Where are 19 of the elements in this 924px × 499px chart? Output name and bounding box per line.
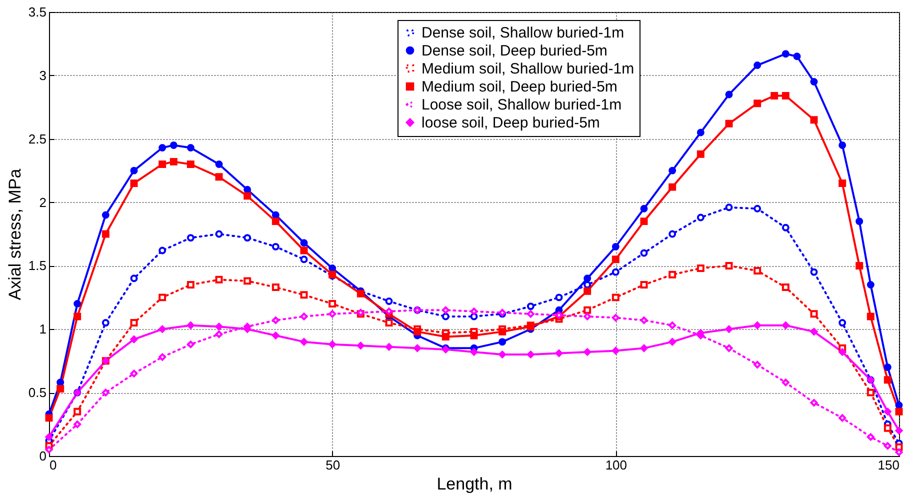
y-tick-label: 2 <box>39 194 46 210</box>
y-tick-label: 1.5 <box>28 258 46 274</box>
x-axis-title: Length, m <box>436 474 512 494</box>
legend-label: Medium soil, Shallow buried-1m <box>422 60 634 78</box>
x-tick-label: 50 <box>326 458 340 472</box>
legend-label: Loose soil, Shallow buried-1m <box>422 96 622 114</box>
y-tick-label: 2.5 <box>28 131 46 146</box>
y-tick-label: 1 <box>39 322 46 337</box>
y-tick-label: 0.5 <box>28 385 46 400</box>
y-tick-label: 3 <box>39 68 46 83</box>
x-tick-label: 0 <box>50 458 57 472</box>
legend-label: loose soil, Deep buried-5m <box>422 114 600 132</box>
x-tick-label: 100 <box>605 458 628 472</box>
legend-label: Medium soil, Deep buried-5m <box>422 78 618 96</box>
x-tick-label: 150 <box>878 458 900 472</box>
y-axis-title: Axial stress, MPa <box>5 168 24 300</box>
legend-label: Dense soil, Shallow buried-1m <box>422 24 624 42</box>
legend-label: Dense soil, Deep buried-5m <box>422 42 608 60</box>
y-tick-label: 3.5 <box>28 4 46 20</box>
